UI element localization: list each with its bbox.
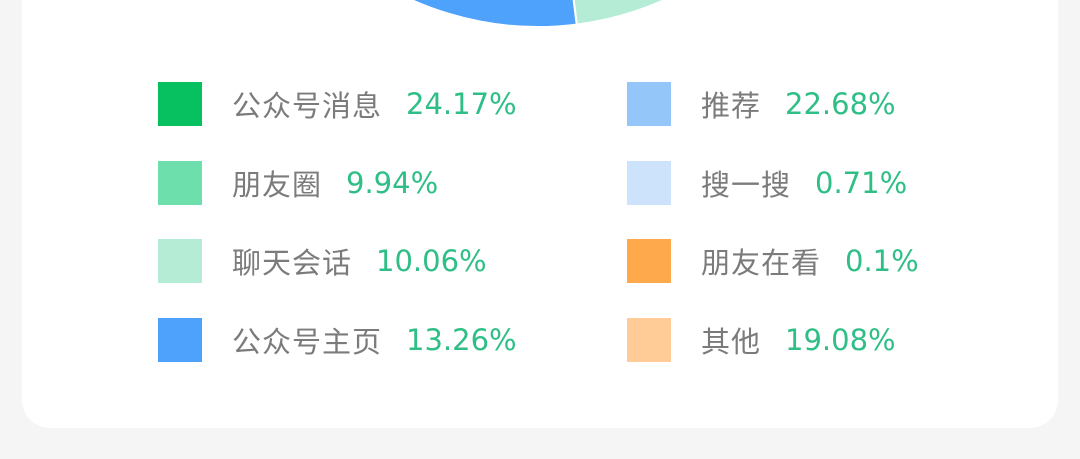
legend-label: 聊天会话 xyxy=(232,246,353,280)
legend-label: 朋友在看 xyxy=(701,246,822,280)
legend-value: 24.17% xyxy=(406,87,517,121)
legend-item-5: 搜一搜 0.71% xyxy=(627,161,907,205)
legend-item-6: 朋友在看 0.1% xyxy=(627,239,919,283)
legend-item-7: 其他 19.08% xyxy=(627,318,896,362)
legend-item-0: 公众号消息 24.17% xyxy=(158,82,517,126)
legend-swatch-6 xyxy=(627,239,671,283)
legend-value: 10.06% xyxy=(376,244,487,278)
legend-value: 13.26% xyxy=(406,323,517,357)
legend-swatch-0 xyxy=(158,82,202,126)
legend-label: 其他 xyxy=(701,325,762,359)
legend-swatch-1 xyxy=(158,161,202,205)
pie-slice-3 xyxy=(409,0,578,28)
legend-item-2: 聊天会话 10.06% xyxy=(158,239,487,283)
legend-label: 搜一搜 xyxy=(701,168,792,202)
legend-item-4: 推荐 22.68% xyxy=(627,82,896,126)
legend-value: 0.71% xyxy=(815,166,908,200)
legend-label: 推荐 xyxy=(701,89,762,123)
legend-swatch-5 xyxy=(627,161,671,205)
pie-slice-2 xyxy=(572,0,667,26)
legend-value: 9.94% xyxy=(346,166,439,200)
legend-value: 19.08% xyxy=(785,323,896,357)
legend-label: 公众号消息 xyxy=(232,89,383,123)
legend-swatch-3 xyxy=(158,318,202,362)
legend-item-1: 朋友圈 9.94% xyxy=(158,161,438,205)
legend-value: 0.1% xyxy=(845,244,919,278)
legend-swatch-7 xyxy=(627,318,671,362)
chart-card: 公众号消息 24.17% 朋友圈 9.94% 聊天会话 10.06% 公众号主页… xyxy=(22,0,1058,428)
legend-swatch-2 xyxy=(158,239,202,283)
pie-chart xyxy=(409,0,667,28)
chart-legend: 公众号消息 24.17% 朋友圈 9.94% 聊天会话 10.06% 公众号主页… xyxy=(158,82,958,382)
legend-label: 朋友圈 xyxy=(232,168,323,202)
legend-item-3: 公众号主页 13.26% xyxy=(158,318,517,362)
legend-label: 公众号主页 xyxy=(232,325,383,359)
legend-swatch-4 xyxy=(627,82,671,126)
pie-chart-visible-bottom xyxy=(22,0,1058,40)
legend-value: 22.68% xyxy=(785,87,896,121)
